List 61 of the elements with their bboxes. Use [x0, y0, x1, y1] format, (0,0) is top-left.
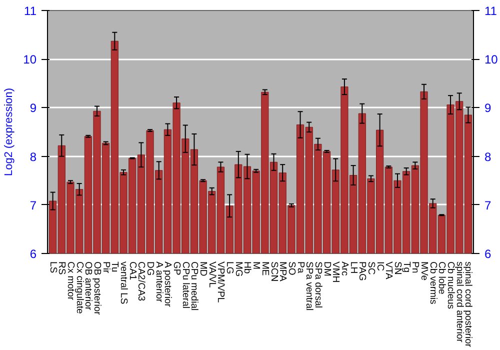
x-tick-label: CA2/CA3 [136, 262, 147, 302]
x-tick-label: spinal cord anterior [454, 262, 465, 342]
x-tick-label: ME [259, 262, 270, 276]
x-tick-label: SPa dorsal [312, 262, 324, 308]
y-axis-title: Log2 (expression) [3, 88, 16, 176]
x-tick-label: VPM/VPL [215, 262, 226, 303]
x-tick-label: VA/VL [206, 262, 218, 288]
x-tick-label: SO [286, 262, 297, 276]
y2-tick-label: 9 [484, 101, 492, 116]
y2-tick-label: 8 [484, 150, 492, 164]
x-tick-label: Tu [109, 262, 120, 272]
x-tick-label: Hb [242, 262, 253, 274]
x-tick-label: A posterior [162, 262, 174, 307]
x-tick-label: Pir [100, 262, 112, 274]
x-tick-label: CPu lateral [180, 262, 191, 308]
x-tick-label: Cb lobe [436, 262, 448, 294]
x-tick-label: M [250, 262, 262, 270]
x-tick-label: GP [171, 262, 182, 276]
x-tick-label: PAG [356, 262, 368, 281]
y2-tick-label: 10 [484, 52, 498, 67]
x-tick-label: IC [374, 262, 386, 272]
y2-tick-label: 11 [484, 4, 498, 18]
x-tick-label: Cx cingulate [74, 262, 85, 314]
x-tick-label: VMH [330, 262, 342, 283]
y-tick-label: 8 [30, 150, 37, 164]
x-tick-label: A anterior [153, 262, 164, 302]
x-tick-label: SPa ventral [304, 262, 315, 311]
y2-tick-label: 7 [484, 198, 492, 212]
y-tick-label: 11 [24, 4, 37, 18]
y-tick-label: 10 [23, 52, 37, 67]
x-tick-label: MVe [418, 262, 430, 281]
y-tick-label: 9 [30, 101, 37, 116]
x-tick-label: LS [47, 262, 58, 274]
x-tick-label: SC [365, 262, 376, 275]
x-tick-label: MPA [277, 262, 288, 282]
x-tick-label: CA1 [126, 262, 138, 280]
y2-tick-label: 6 [484, 247, 492, 261]
x-tick-label: Cb nucleus [445, 262, 456, 310]
y-tick-label: 7 [30, 198, 37, 212]
x-tick-label: DM [321, 262, 332, 276]
x-tick-label: spinal cord posterior [462, 262, 474, 348]
y-tick-label: 6 [30, 247, 37, 261]
x-tick-label: OB anterior [82, 262, 94, 310]
x-tick-label: SCN [268, 262, 280, 282]
x-tick-label: Cx motor [64, 262, 76, 300]
x-tick-label: Pn [410, 262, 421, 274]
x-tick-label: Cb vermis [427, 262, 438, 305]
x-tick-label: MD [198, 262, 209, 276]
x-tick-label: Tg [400, 262, 412, 273]
x-tick-label: DG [144, 262, 156, 276]
x-tick-label: ventral LS [118, 262, 130, 304]
x-tick-label: MG [232, 262, 244, 277]
x-tick-label: SN [392, 262, 403, 275]
x-tick-label: RS [56, 262, 68, 275]
x-tick-label: LG [224, 262, 236, 274]
x-tick-label: CPu medial [188, 262, 200, 311]
x-tick-label: Pa [294, 262, 306, 274]
x-tick-label: VTA [383, 262, 394, 280]
x-tick-label: OB posterior [91, 262, 102, 315]
x-tick-label: LH [348, 262, 359, 274]
x-tick-label: Arc [338, 262, 350, 276]
